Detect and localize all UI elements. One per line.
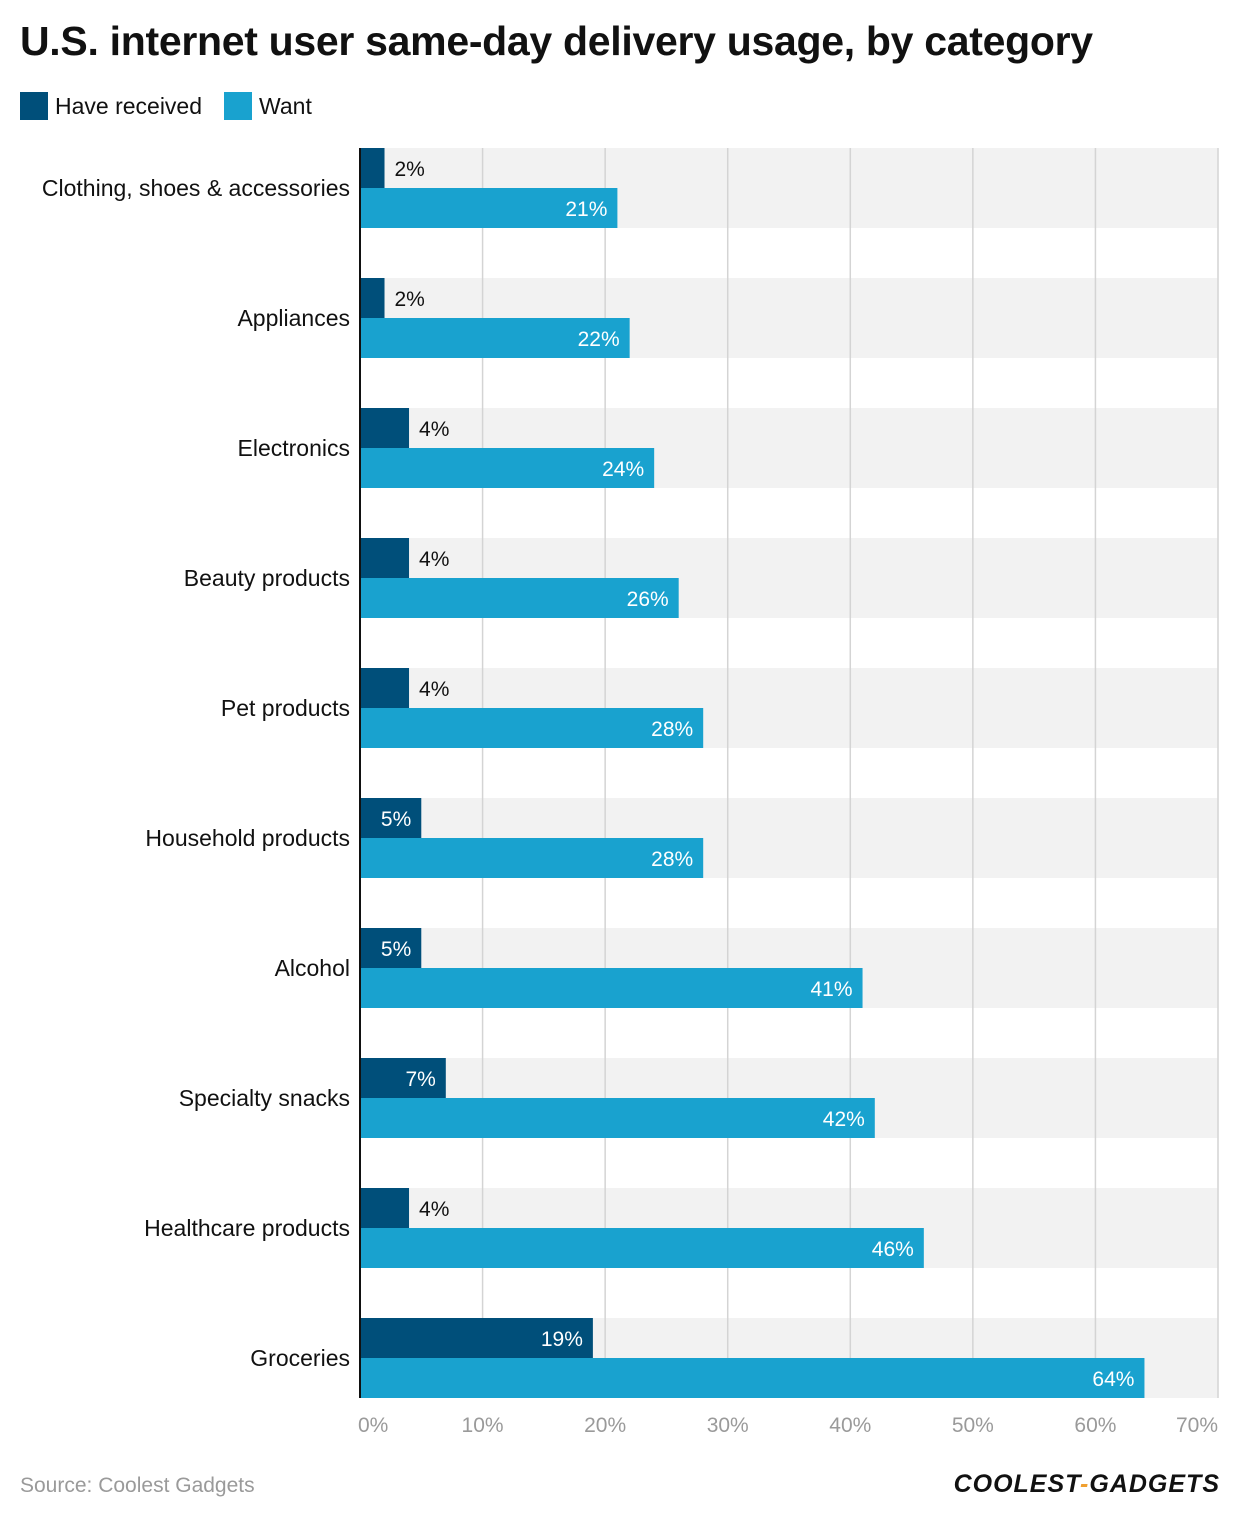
x-tick-label-30: 30% [707, 1414, 749, 1437]
data-label-have-received-healthcare-products: 4% [419, 1198, 449, 1221]
data-label-want-appliances: 22% [578, 328, 620, 351]
data-label-want-clothing-shoes-accessories: 21% [565, 198, 607, 221]
legend-item-want: Want [224, 92, 312, 120]
data-label-want-groceries: 64% [1092, 1368, 1134, 1391]
bar-want-groceries [360, 1358, 1145, 1398]
brand-logo: COOLEST-GADGETS [953, 1470, 1220, 1498]
legend-swatch-want [224, 92, 253, 120]
category-label-pet-products: Pet products [221, 695, 350, 721]
bar-have-received-clothing-shoes-accessories [360, 148, 385, 188]
legend-label-have-received: Have received [55, 92, 203, 119]
x-tick-label-50: 50% [952, 1414, 994, 1437]
data-label-want-specialty-snacks: 42% [823, 1108, 865, 1131]
category-label-beauty-products: Beauty products [184, 565, 350, 591]
data-label-have-received-clothing-shoes-accessories: 2% [395, 158, 425, 181]
x-tick-label-70: 70% [1176, 1414, 1218, 1437]
data-label-have-received-electronics: 4% [419, 418, 449, 441]
x-tick-label-20: 20% [584, 1414, 626, 1437]
bar-want-alcohol [360, 968, 863, 1008]
source-note: Source: Coolest Gadgets [20, 1474, 255, 1497]
bar-have-received-pet-products [360, 668, 410, 708]
data-label-have-received-pet-products: 4% [419, 678, 449, 701]
x-tick-label-60: 60% [1074, 1414, 1116, 1437]
data-label-want-beauty-products: 26% [627, 588, 669, 611]
bar-want-pet-products [360, 708, 704, 748]
legend-item-have-received: Have received [20, 92, 202, 120]
data-label-want-pet-products: 28% [651, 718, 693, 741]
bar-have-received-groceries [360, 1318, 593, 1358]
bar-have-received-specialty-snacks [360, 1058, 446, 1098]
bar-have-received-beauty-products [360, 538, 410, 578]
bar-have-received-electronics [360, 408, 410, 448]
bar-want-appliances [360, 318, 630, 358]
legend-label-want: Want [259, 92, 312, 119]
data-label-have-received-appliances: 2% [395, 288, 425, 311]
data-label-want-electronics: 24% [602, 458, 644, 481]
data-label-have-received-alcohol: 5% [381, 938, 411, 961]
bar-have-received-alcohol [360, 928, 422, 968]
category-label-clothing-shoes-accessories: Clothing, shoes & accessories [42, 175, 350, 201]
bar-want-healthcare-products [360, 1228, 924, 1268]
category-label-healthcare-products: Healthcare products [144, 1215, 350, 1241]
legend: Have received Want [20, 92, 334, 120]
bar-want-household-products [360, 838, 704, 878]
data-label-have-received-groceries: 19% [541, 1328, 583, 1351]
data-label-want-alcohol: 41% [811, 978, 853, 1001]
bar-have-received-appliances [360, 278, 385, 318]
data-label-have-received-beauty-products: 4% [419, 548, 449, 571]
category-label-alcohol: Alcohol [275, 955, 350, 981]
category-label-electronics: Electronics [238, 435, 350, 461]
x-tick-label-10: 10% [462, 1414, 504, 1437]
data-label-want-household-products: 28% [651, 848, 693, 871]
bar-want-beauty-products [360, 578, 679, 618]
x-tick-label-40: 40% [829, 1414, 871, 1437]
category-label-groceries: Groceries [250, 1345, 350, 1371]
category-label-specialty-snacks: Specialty snacks [179, 1085, 350, 1111]
x-tick-label-0: 0% [358, 1414, 388, 1437]
data-label-want-healthcare-products: 46% [872, 1238, 914, 1261]
data-label-have-received-household-products: 5% [381, 808, 411, 831]
bar-want-clothing-shoes-accessories [360, 188, 618, 228]
data-label-have-received-specialty-snacks: 7% [405, 1068, 435, 1091]
bar-chart: 2% 21% Clothing, shoes & accessories 2% 22% A… [42, 148, 1219, 1437]
category-label-household-products: Household products [145, 825, 350, 851]
bar-have-received-healthcare-products [360, 1188, 410, 1228]
legend-swatch-have-received [20, 92, 48, 120]
category-label-appliances: Appliances [237, 305, 350, 331]
bar-want-electronics [360, 448, 655, 488]
bar-want-specialty-snacks [360, 1098, 875, 1138]
chart-title: U.S. internet user same-day delivery usa… [20, 18, 1093, 64]
bar-have-received-household-products [360, 798, 422, 838]
